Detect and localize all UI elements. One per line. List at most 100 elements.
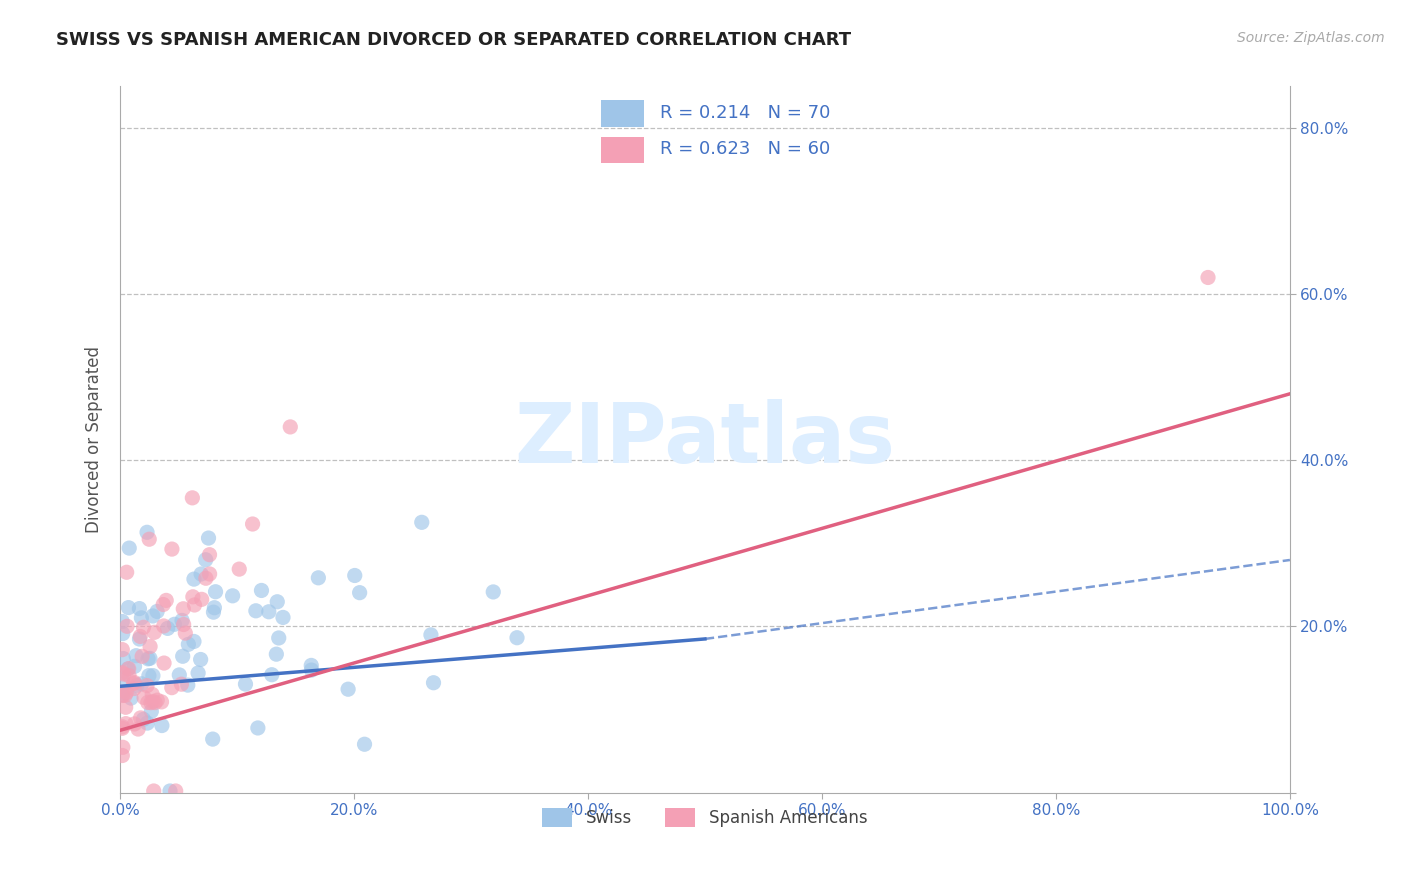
Point xyxy=(190,652,212,666)
Point xyxy=(128,601,150,615)
Point xyxy=(194,553,217,567)
Point xyxy=(115,619,138,633)
Point xyxy=(115,716,138,731)
Point xyxy=(131,611,153,625)
Point xyxy=(419,628,441,642)
Point xyxy=(124,717,146,731)
Point xyxy=(111,626,134,640)
Point xyxy=(122,676,145,690)
Point xyxy=(111,673,134,687)
Point xyxy=(142,668,165,682)
Point xyxy=(118,662,141,676)
Point xyxy=(136,716,159,731)
Point xyxy=(160,681,183,695)
Point xyxy=(139,651,162,665)
Point xyxy=(115,566,138,580)
Point xyxy=(142,694,165,708)
Point xyxy=(132,690,155,705)
Legend: Swiss, Spanish Americans: Swiss, Spanish Americans xyxy=(536,801,875,834)
Point xyxy=(301,663,323,677)
Point xyxy=(111,665,134,680)
Point xyxy=(198,566,221,581)
Point xyxy=(257,605,280,619)
Point xyxy=(141,687,163,701)
Point xyxy=(125,648,148,663)
Point xyxy=(183,572,205,586)
Point xyxy=(112,651,135,665)
Point xyxy=(228,562,250,576)
Point xyxy=(111,720,134,734)
Point xyxy=(170,677,193,691)
Point xyxy=(235,677,257,691)
Point xyxy=(152,598,174,612)
Point xyxy=(111,721,134,735)
Point xyxy=(136,525,159,540)
Point xyxy=(117,600,139,615)
Point xyxy=(128,632,150,646)
Point xyxy=(111,642,134,657)
Point xyxy=(1197,270,1219,285)
Point xyxy=(190,592,212,607)
Point xyxy=(202,605,225,619)
Point xyxy=(142,784,165,798)
Point xyxy=(353,737,375,751)
Point xyxy=(111,688,134,702)
Point xyxy=(172,649,194,664)
Point xyxy=(139,640,162,654)
Point xyxy=(152,619,174,633)
Point xyxy=(150,695,173,709)
Point xyxy=(111,740,134,755)
Point xyxy=(139,696,162,710)
Point xyxy=(132,712,155,726)
Point xyxy=(159,784,181,798)
Point xyxy=(131,649,153,664)
Point xyxy=(115,685,138,699)
Point xyxy=(143,696,166,710)
Point xyxy=(136,652,159,666)
Point xyxy=(242,516,264,531)
Point xyxy=(124,659,146,673)
Point xyxy=(172,601,194,615)
Point xyxy=(114,700,136,714)
Point xyxy=(165,784,187,798)
Point xyxy=(187,666,209,681)
Point xyxy=(146,604,169,618)
Point xyxy=(114,688,136,702)
Point xyxy=(246,721,269,735)
Point xyxy=(118,669,141,683)
Point xyxy=(122,681,145,696)
Point xyxy=(118,541,141,555)
Point xyxy=(111,748,134,763)
Point xyxy=(181,491,204,505)
Point xyxy=(194,571,217,585)
Point xyxy=(111,685,134,699)
Point xyxy=(202,600,225,615)
Point xyxy=(160,542,183,557)
Point xyxy=(117,662,139,676)
Point xyxy=(266,595,288,609)
Point xyxy=(136,679,159,693)
Point xyxy=(267,631,290,645)
Point xyxy=(136,696,159,710)
Point xyxy=(125,678,148,692)
Point xyxy=(156,621,179,635)
Point xyxy=(266,647,288,661)
Point xyxy=(150,718,173,732)
Point xyxy=(422,675,444,690)
Point xyxy=(138,533,160,547)
Point xyxy=(169,668,191,682)
Point xyxy=(197,531,219,545)
Point xyxy=(173,617,195,632)
Point xyxy=(129,711,152,725)
Point xyxy=(482,585,505,599)
Point xyxy=(112,667,135,681)
Point xyxy=(245,604,267,618)
Point xyxy=(174,626,197,640)
Point xyxy=(271,610,294,624)
Point xyxy=(163,617,186,632)
Point xyxy=(141,704,163,718)
Point xyxy=(129,629,152,643)
Text: ZIPatlas: ZIPatlas xyxy=(515,399,896,480)
Point xyxy=(250,583,273,598)
Point xyxy=(198,548,221,562)
